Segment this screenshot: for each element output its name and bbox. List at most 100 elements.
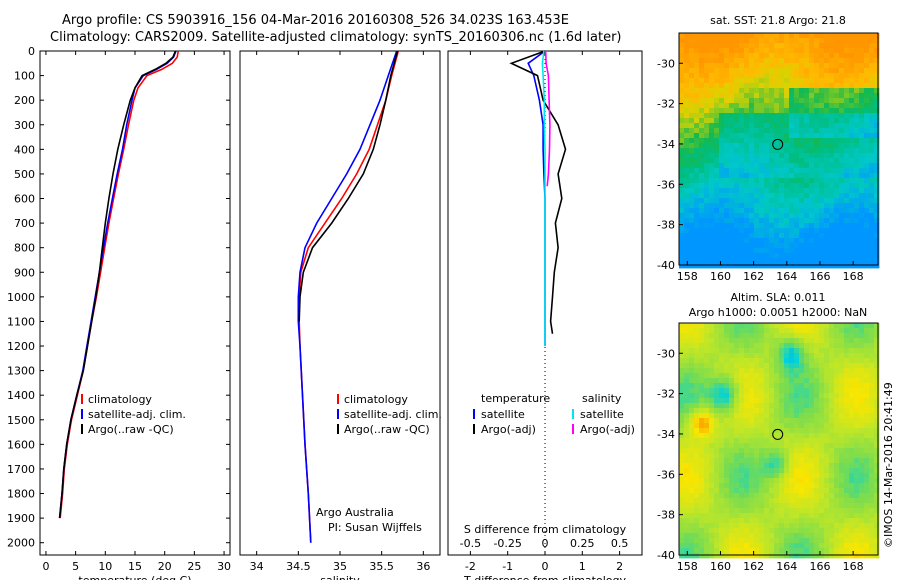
heatmap-cell [769, 353, 775, 359]
heatmap-cell [689, 368, 695, 374]
heatmap-cell [709, 418, 715, 424]
heatmap-cell [754, 148, 760, 154]
heatmap-cell [704, 543, 710, 549]
heatmap-cell [874, 248, 880, 254]
heatmap-cell [724, 473, 730, 479]
heatmap-cell [744, 88, 750, 94]
heatmap-cell [729, 358, 735, 364]
heatmap-cell [754, 333, 760, 339]
heatmap-cell [694, 538, 700, 544]
heatmap-cell [744, 53, 750, 59]
heatmap-cell [734, 148, 740, 154]
heatmap-cell [764, 178, 770, 184]
heatmap-cell [684, 418, 690, 424]
heatmap-cell [829, 113, 835, 119]
heatmap-cell [874, 228, 880, 234]
heatmap-cell [784, 143, 790, 149]
heatmap-cell [679, 58, 685, 64]
heatmap-cell [839, 478, 845, 484]
heatmap-cell [769, 263, 775, 269]
heatmap-cell [719, 513, 725, 519]
heatmap-cell [794, 493, 800, 499]
heatmap-cell [804, 258, 810, 264]
heatmap-cell [769, 478, 775, 484]
heatmap-cell [804, 48, 810, 54]
heatmap-cell [784, 48, 790, 54]
heatmap-cell [854, 63, 860, 69]
heatmap-cell [854, 363, 860, 369]
heatmap-cell [759, 83, 765, 89]
heatmap-cell [869, 63, 875, 69]
heatmap-cell [824, 218, 830, 224]
heatmap-cell [854, 58, 860, 64]
heatmap-cell [729, 193, 735, 199]
legend-label: satellite [580, 408, 624, 421]
heatmap-cell [864, 518, 870, 524]
heatmap-cell [809, 223, 815, 229]
heatmap-cell [744, 328, 750, 334]
heatmap-cell [769, 168, 775, 174]
heatmap-cell [749, 158, 755, 164]
heatmap-cell [689, 158, 695, 164]
heatmap-cell [799, 58, 805, 64]
heatmap-cell [694, 503, 700, 509]
heatmap-cell [769, 43, 775, 49]
heatmap-cell [699, 368, 705, 374]
heatmap-cell [774, 223, 780, 229]
heatmap-cell [749, 533, 755, 539]
heatmap-cell [784, 228, 790, 234]
heatmap-cell [744, 448, 750, 454]
heatmap-cell [774, 163, 780, 169]
heatmap-cell [834, 543, 840, 549]
heatmap-cell [799, 63, 805, 69]
y-tick-label: 1500 [7, 414, 35, 427]
heatmap-cell [694, 403, 700, 409]
heatmap-cell [869, 98, 875, 104]
heatmap-cell [689, 178, 695, 184]
heatmap-cell [709, 138, 715, 144]
heatmap-cell [689, 98, 695, 104]
heatmap-cell [859, 478, 865, 484]
heatmap-cell [794, 98, 800, 104]
heatmap-cell [824, 348, 830, 354]
heatmap-cell [729, 338, 735, 344]
heatmap-cell [754, 188, 760, 194]
heatmap-cell [784, 198, 790, 204]
heatmap-cell [874, 353, 880, 359]
heatmap-cell [734, 478, 740, 484]
heatmap-cell [699, 453, 705, 459]
heatmap-cell [819, 238, 825, 244]
heatmap-cell [734, 78, 740, 84]
heatmap-cell [839, 253, 845, 259]
heatmap-cell [799, 48, 805, 54]
heatmap-cell [704, 108, 710, 114]
heatmap-cell [744, 348, 750, 354]
heatmap-cell [854, 133, 860, 139]
heatmap-cell [799, 503, 805, 509]
heatmap-cell [839, 393, 845, 399]
heatmap-cell [759, 58, 765, 64]
sst-map-panel: 158 160 162 164 166 168-30-32-34-36-38-40sat.… [657, 14, 880, 283]
heatmap-cell [804, 188, 810, 194]
heatmap-cell [809, 553, 815, 559]
heatmap-cell [734, 198, 740, 204]
heatmap-cell [799, 438, 805, 444]
heatmap-cell [754, 328, 760, 334]
heatmap-cell [779, 333, 785, 339]
heatmap-cell [684, 383, 690, 389]
heatmap-cell [829, 428, 835, 434]
heatmap-cell [704, 458, 710, 464]
heatmap-cell [789, 383, 795, 389]
heatmap-cell [684, 488, 690, 494]
heatmap-cell [859, 98, 865, 104]
heatmap-cell [854, 138, 860, 144]
heatmap-cell [789, 263, 795, 269]
heatmap-cell [734, 138, 740, 144]
heatmap-cell [794, 208, 800, 214]
heatmap-cell [859, 143, 865, 149]
heatmap-cell [754, 163, 760, 169]
heatmap-cell [844, 358, 850, 364]
heatmap-cell [754, 243, 760, 249]
heatmap-cell [859, 258, 865, 264]
heatmap-cell [749, 233, 755, 239]
